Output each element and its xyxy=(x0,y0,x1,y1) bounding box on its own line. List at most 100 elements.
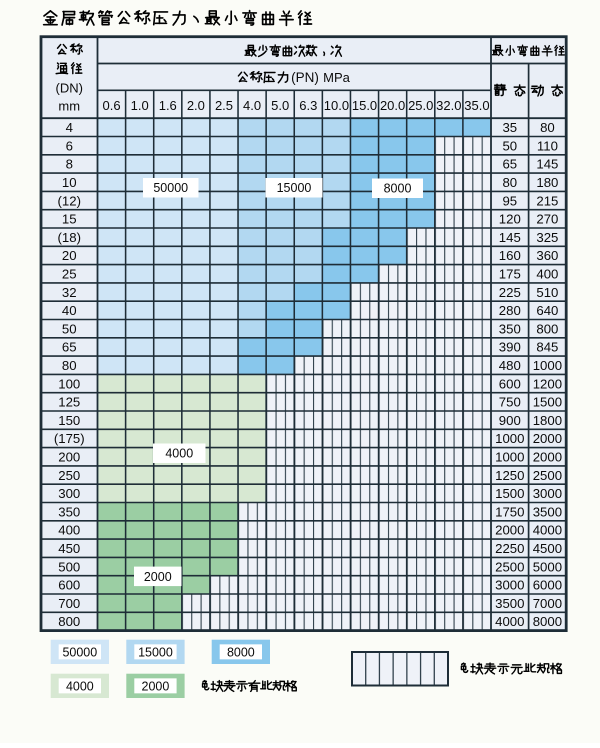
svg-text:1.6: 1.6 xyxy=(159,98,177,113)
svg-text:2.5: 2.5 xyxy=(215,98,233,113)
svg-text:80: 80 xyxy=(540,120,555,135)
svg-text:145: 145 xyxy=(499,230,521,245)
svg-text:4000: 4000 xyxy=(533,523,562,538)
svg-text:(175): (175) xyxy=(54,431,85,446)
svg-text:3500: 3500 xyxy=(495,596,524,611)
svg-text:110: 110 xyxy=(537,138,558,153)
svg-text:180: 180 xyxy=(536,175,558,190)
svg-text:400: 400 xyxy=(536,266,558,281)
svg-text:215: 215 xyxy=(536,193,558,208)
svg-text:80: 80 xyxy=(502,175,517,190)
svg-text:2000: 2000 xyxy=(142,679,170,693)
svg-text:32.0: 32.0 xyxy=(436,98,461,113)
svg-text:50: 50 xyxy=(62,321,77,336)
svg-text:3500: 3500 xyxy=(533,504,562,519)
svg-text:3000: 3000 xyxy=(533,486,562,501)
svg-text:15000: 15000 xyxy=(138,645,173,659)
svg-text:200: 200 xyxy=(58,449,80,464)
svg-text:125: 125 xyxy=(58,395,80,410)
svg-text:1.0: 1.0 xyxy=(131,98,149,113)
svg-text:2500: 2500 xyxy=(495,559,524,574)
svg-text:10: 10 xyxy=(62,175,77,190)
svg-text:900: 900 xyxy=(499,413,521,428)
svg-text:160: 160 xyxy=(499,248,521,263)
svg-text:250: 250 xyxy=(58,468,80,483)
svg-text:325: 325 xyxy=(536,230,558,245)
svg-text:20: 20 xyxy=(62,248,77,263)
svg-text:5.0: 5.0 xyxy=(271,98,289,113)
svg-text:1250: 1250 xyxy=(495,468,524,483)
svg-text:2.0: 2.0 xyxy=(187,98,205,113)
svg-text:50000: 50000 xyxy=(62,645,97,659)
svg-text:270: 270 xyxy=(536,212,558,227)
svg-text:6: 6 xyxy=(66,138,73,153)
svg-text:25: 25 xyxy=(62,266,77,281)
svg-text:8000: 8000 xyxy=(227,645,255,659)
svg-text:20.0: 20.0 xyxy=(380,98,405,113)
svg-text:300: 300 xyxy=(58,486,80,501)
svg-text:6000: 6000 xyxy=(533,578,562,593)
svg-text:4000: 4000 xyxy=(165,447,193,461)
svg-text:280: 280 xyxy=(499,303,521,318)
svg-text:800: 800 xyxy=(58,614,80,629)
svg-text:600: 600 xyxy=(499,376,521,391)
svg-text:15000: 15000 xyxy=(277,181,312,195)
svg-text:500: 500 xyxy=(58,559,80,574)
svg-text:600: 600 xyxy=(58,578,80,593)
svg-text:3000: 3000 xyxy=(495,578,524,593)
svg-text:15: 15 xyxy=(62,212,77,227)
svg-text:(18): (18) xyxy=(58,230,81,245)
svg-text:4000: 4000 xyxy=(495,614,524,629)
svg-text:4.0: 4.0 xyxy=(243,98,261,113)
svg-text:350: 350 xyxy=(499,321,521,336)
svg-text:7000: 7000 xyxy=(533,596,562,611)
svg-text:175: 175 xyxy=(499,266,521,281)
svg-text:(PN): (PN) xyxy=(291,70,319,85)
svg-text:95: 95 xyxy=(502,193,517,208)
svg-text:350: 350 xyxy=(58,504,80,519)
svg-text:1000: 1000 xyxy=(533,358,562,373)
svg-text:450: 450 xyxy=(58,541,80,556)
svg-text:150: 150 xyxy=(58,413,80,428)
svg-text:4: 4 xyxy=(66,120,73,135)
svg-text:845: 845 xyxy=(536,340,558,355)
svg-text:40: 40 xyxy=(62,303,77,318)
svg-text:35: 35 xyxy=(502,120,517,135)
svg-text:0.6: 0.6 xyxy=(103,98,121,113)
svg-text:2250: 2250 xyxy=(495,541,524,556)
svg-text:1500: 1500 xyxy=(533,395,562,410)
svg-text:4000: 4000 xyxy=(66,679,94,693)
svg-text:640: 640 xyxy=(536,303,558,318)
svg-text:15.0: 15.0 xyxy=(352,98,377,113)
svg-text:750: 750 xyxy=(499,395,521,410)
svg-text:1500: 1500 xyxy=(495,486,524,501)
svg-text:400: 400 xyxy=(58,523,80,538)
svg-text:8: 8 xyxy=(66,157,73,172)
svg-text:65: 65 xyxy=(502,157,517,172)
svg-text:(DN): (DN) xyxy=(56,80,83,95)
svg-text:1800: 1800 xyxy=(533,413,562,428)
svg-text:145: 145 xyxy=(536,157,558,172)
svg-text:50000: 50000 xyxy=(153,181,188,195)
svg-text:65: 65 xyxy=(62,340,77,355)
svg-text:390: 390 xyxy=(499,340,521,355)
svg-text:35.0: 35.0 xyxy=(464,98,489,113)
svg-text:32: 32 xyxy=(62,285,77,300)
svg-text:4500: 4500 xyxy=(533,541,562,556)
svg-text:2000: 2000 xyxy=(144,570,172,584)
svg-text:8000: 8000 xyxy=(384,182,412,196)
svg-text:1000: 1000 xyxy=(495,431,524,446)
svg-text:10.0: 10.0 xyxy=(324,98,349,113)
svg-text:120: 120 xyxy=(499,212,521,227)
svg-text:2000: 2000 xyxy=(533,449,562,464)
svg-text:25.0: 25.0 xyxy=(408,98,433,113)
svg-text:6.3: 6.3 xyxy=(299,98,317,113)
svg-text:510: 510 xyxy=(536,285,558,300)
svg-text:225: 225 xyxy=(499,285,521,300)
svg-text:1000: 1000 xyxy=(495,449,524,464)
svg-text:MPa: MPa xyxy=(323,70,351,85)
svg-text:mm: mm xyxy=(58,98,80,113)
svg-text:700: 700 xyxy=(58,596,80,611)
svg-text:480: 480 xyxy=(499,358,521,373)
svg-text:800: 800 xyxy=(536,321,558,336)
